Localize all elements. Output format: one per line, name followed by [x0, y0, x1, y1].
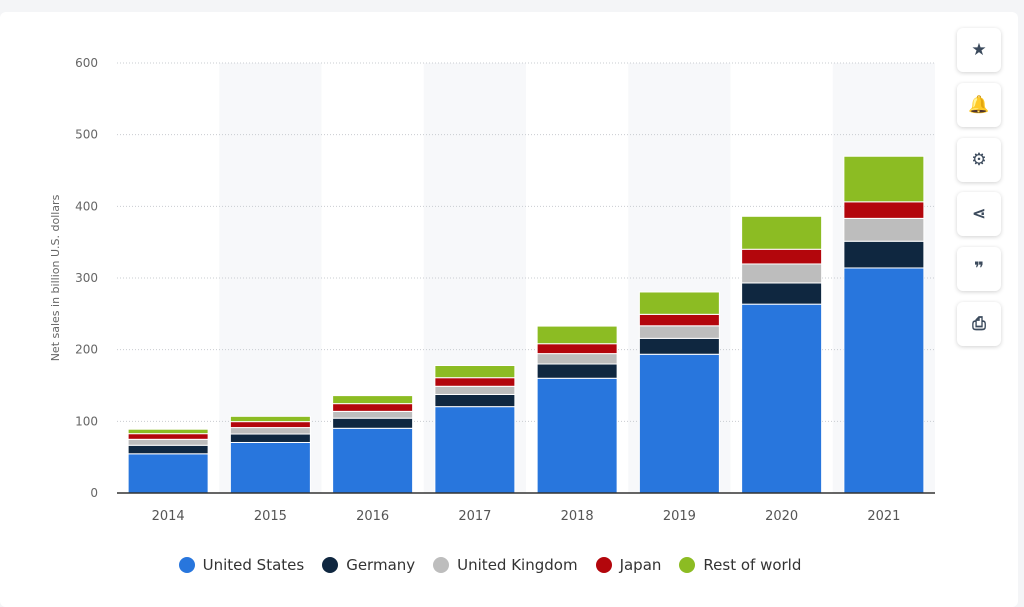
y-tick-label: 0: [90, 486, 98, 500]
legend-marker-icon: [178, 557, 195, 573]
legend-item[interactable]: Rest of world: [679, 556, 801, 574]
bar-germany-2017: [434, 393, 516, 408]
bar-japan-2017: [434, 377, 516, 387]
y-tick-label: 400: [75, 199, 98, 213]
bar-united-kingdom-2015: [229, 427, 311, 435]
bar-united-states-2020: [741, 303, 823, 494]
bar-japan-2020: [741, 248, 823, 265]
bar-united-states-2017: [434, 406, 516, 494]
bar-germany-2018: [536, 363, 618, 379]
print-icon: ⎙: [972, 314, 986, 334]
bar-rest-of-world-2014: [127, 428, 209, 435]
x-tick-label: 2018: [561, 509, 594, 524]
legend-item[interactable]: Japan: [595, 556, 662, 574]
legend-marker-icon: [433, 557, 450, 573]
legend-label: Rest of world: [703, 556, 802, 574]
x-tick-label: 2020: [765, 509, 798, 524]
y-tick-label: 200: [75, 343, 98, 357]
bar-united-states-2016: [332, 427, 414, 494]
bell-button[interactable]: 🔔: [957, 82, 1001, 127]
bar-united-kingdom-2014: [127, 438, 209, 446]
bar-japan-2018: [536, 343, 618, 355]
y-axis-label: Net sales in billion U.S. dollars: [49, 194, 62, 361]
x-tick-label: 2019: [663, 509, 696, 524]
bar-germany-2015: [229, 433, 311, 443]
gear-icon: ⚙: [971, 149, 987, 170]
quote-button[interactable]: ❞: [957, 247, 1001, 292]
bar-rest-of-world-2018: [536, 325, 618, 345]
share-button[interactable]: ⋖: [957, 192, 1001, 237]
bar-rest-of-world-2021: [843, 155, 925, 203]
legend-label: Germany: [346, 556, 416, 574]
bell-icon: 🔔: [968, 94, 990, 115]
bar-germany-2016: [332, 417, 414, 429]
legend: United States Germany United Kingdom Japan R…: [0, 556, 980, 574]
bar-united-states-2019: [638, 353, 720, 494]
bar-japan-2019: [638, 313, 720, 327]
bar-united-kingdom-2020: [741, 263, 823, 284]
bar-rest-of-world-2016: [332, 395, 414, 405]
share-icon: ⋖: [971, 204, 987, 225]
bar-japan-2021: [843, 201, 925, 219]
bar-japan-2016: [332, 403, 414, 412]
bar-united-kingdom-2019: [638, 325, 720, 339]
legend-marker-icon: [679, 557, 696, 573]
legend-label: United States: [202, 556, 305, 574]
legend-item[interactable]: United Kingdom: [433, 556, 578, 574]
legend-label: Japan: [619, 556, 662, 574]
x-tick-label: 2015: [254, 509, 287, 524]
bar-rest-of-world-2019: [638, 291, 720, 315]
quote-icon: ❞: [974, 259, 984, 280]
bar-germany-2014: [127, 444, 209, 455]
bar-japan-2014: [127, 433, 209, 440]
bar-germany-2020: [741, 282, 823, 305]
bar-united-kingdom-2021: [843, 217, 925, 242]
y-tick-label: 600: [75, 56, 98, 70]
legend-label: United Kingdom: [457, 556, 578, 574]
star-button[interactable]: ★: [957, 28, 1001, 72]
bar-japan-2015: [229, 421, 311, 429]
bar-united-states-2015: [229, 441, 311, 494]
y-tick-label: 100: [75, 414, 98, 428]
bar-germany-2021: [843, 240, 925, 269]
star-icon: ★: [971, 40, 987, 60]
y-tick-label: 300: [75, 271, 98, 285]
bar-united-states-2018: [536, 377, 618, 494]
bar-united-kingdom-2016: [332, 410, 414, 419]
print-button[interactable]: ⎙: [957, 302, 1001, 346]
legend-item[interactable]: United States: [178, 556, 305, 574]
legend-marker-icon: [322, 557, 339, 573]
bar-united-kingdom-2018: [536, 353, 618, 365]
y-tick-label: 500: [75, 128, 98, 142]
x-tick-label: 2014: [152, 509, 185, 524]
bar-united-states-2021: [843, 267, 925, 494]
x-tick-label: 2017: [458, 509, 491, 524]
bar-rest-of-world-2015: [229, 415, 311, 423]
bar-united-states-2014: [127, 453, 209, 494]
bar-rest-of-world-2017: [434, 365, 516, 379]
bar-germany-2019: [638, 337, 720, 355]
legend-marker-icon: [595, 557, 612, 573]
x-tick-label: 2016: [356, 509, 389, 524]
legend-item[interactable]: Germany: [322, 556, 415, 574]
x-tick-label: 2021: [867, 509, 900, 524]
bar-rest-of-world-2020: [741, 215, 823, 250]
bar-united-kingdom-2017: [434, 385, 516, 395]
gear-button[interactable]: ⚙: [957, 137, 1001, 182]
